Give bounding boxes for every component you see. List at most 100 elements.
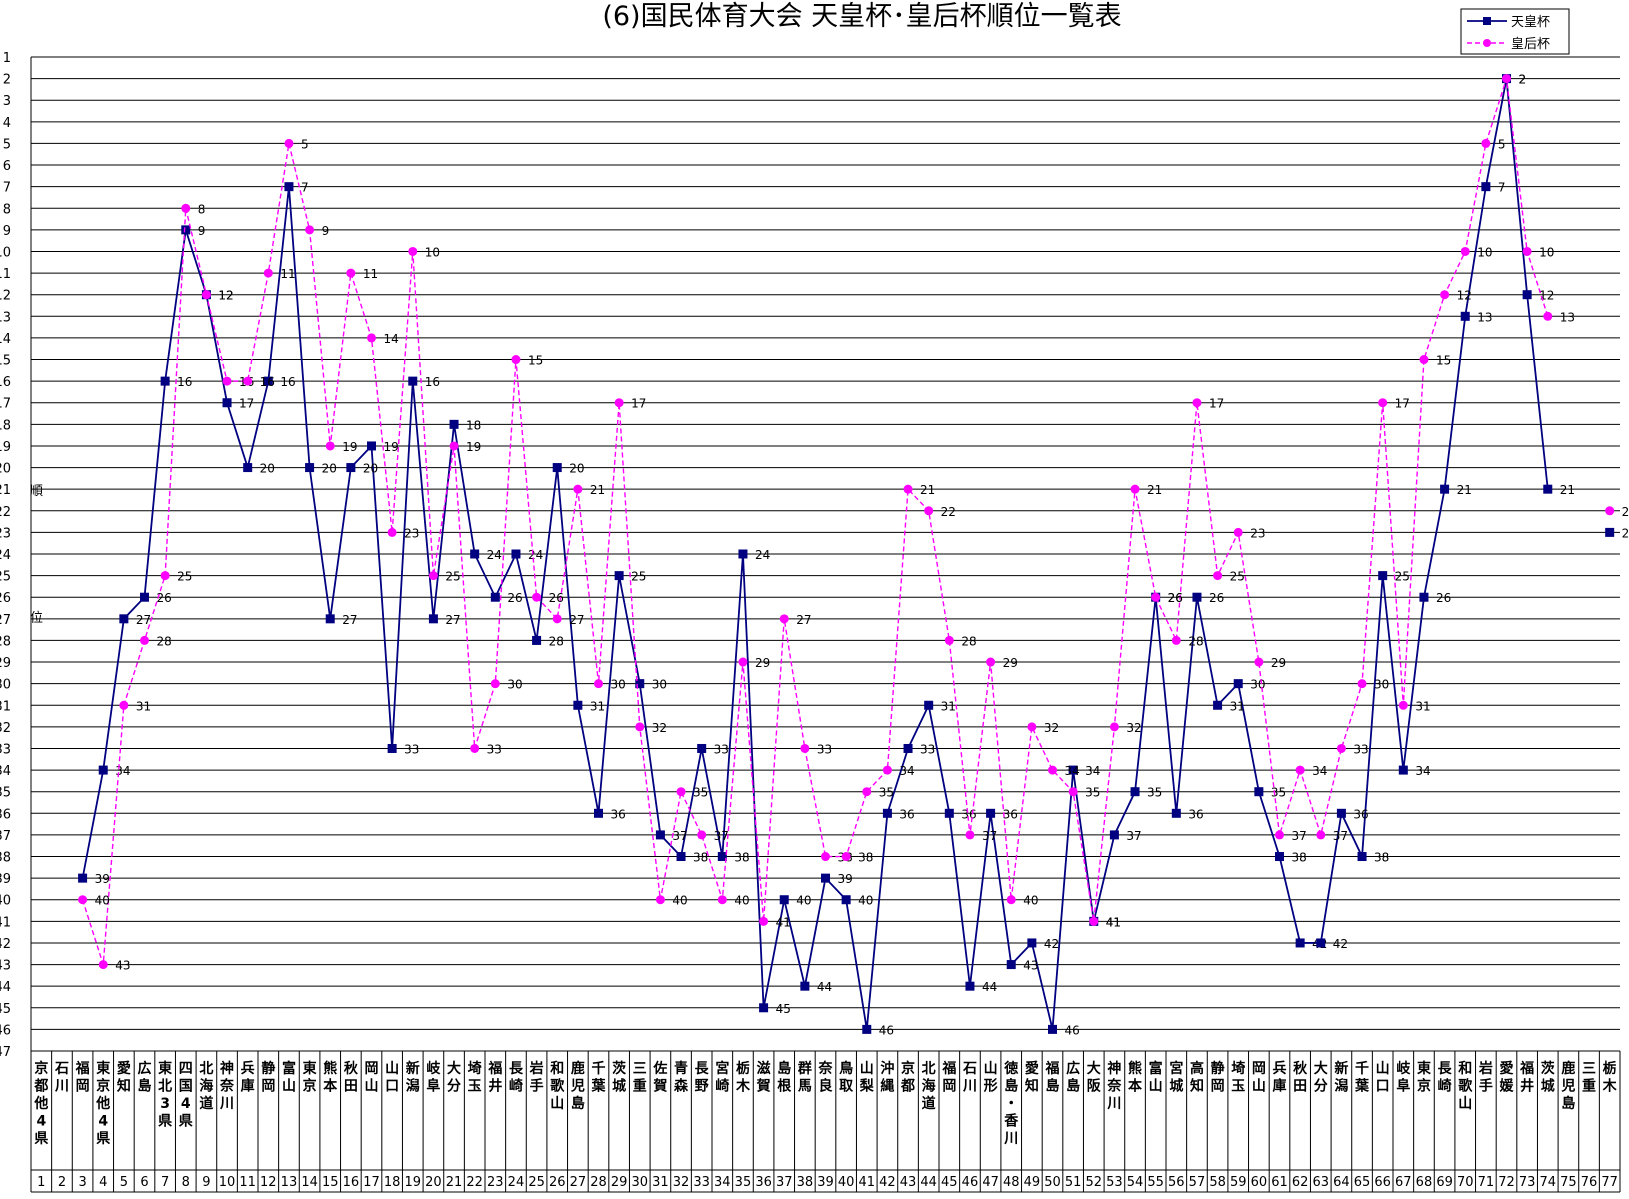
category-table: 京都他4県1石川2福岡3東京他4県4愛知5広島6東北3県7四国4県8北海道9神奈… — [30, 1050, 1621, 1193]
data-point — [1605, 506, 1615, 516]
category-number: 49 — [1024, 1175, 1041, 1190]
data-point — [924, 700, 934, 710]
y-tick-label: 37 — [0, 829, 11, 844]
category-label: 鹿 — [570, 1060, 585, 1077]
category-number: 2 — [58, 1175, 66, 1190]
y-tick-label: 46 — [0, 1023, 11, 1038]
data-label: 40 — [672, 894, 687, 908]
y-tick-label: 43 — [0, 959, 11, 974]
category-label: 滋 — [757, 1060, 771, 1077]
data-point — [1357, 679, 1367, 689]
data-label: 8 — [198, 202, 206, 216]
data-label: 15 — [528, 354, 543, 368]
data-label: 10 — [1539, 245, 1554, 259]
data-label: 40 — [796, 894, 811, 908]
data-point — [821, 852, 830, 862]
category-label: 東 — [158, 1060, 172, 1077]
category-number: 24 — [508, 1175, 525, 1190]
data-label: 7 — [1498, 181, 1506, 195]
data-label: 16 — [425, 375, 440, 389]
category-label: 森 — [674, 1078, 689, 1095]
category-label: 道 — [922, 1095, 936, 1112]
category-number: 60 — [1251, 1175, 1268, 1190]
data-point — [511, 549, 521, 559]
y-tick-label: 22 — [0, 505, 11, 520]
category-label: 本 — [323, 1078, 338, 1095]
data-point — [655, 895, 665, 905]
data-label: 33 — [1353, 742, 1368, 756]
data-label: 42 — [1044, 937, 1059, 951]
data-label: 23 — [1622, 526, 1629, 540]
data-point — [1419, 355, 1429, 365]
category-label: 縄 — [880, 1078, 894, 1095]
data-label: 32 — [1044, 721, 1059, 735]
category-label: 4 — [98, 1114, 108, 1130]
category-label: 県 — [96, 1131, 110, 1147]
category-label: 岩 — [529, 1060, 544, 1077]
category-number: 40 — [838, 1175, 855, 1190]
category-label: 広 — [138, 1060, 152, 1077]
y-tick-label: 17 — [0, 397, 11, 412]
chart-title: (6)国民体育大会 天皇杯･皇后杯順位一覧表 — [602, 1, 1121, 32]
category-number: 70 — [1457, 1175, 1474, 1190]
category-number: 25 — [528, 1175, 545, 1190]
data-label: 37 — [672, 829, 687, 843]
category-label: 岩 — [1478, 1060, 1493, 1077]
data-label: 23 — [404, 526, 419, 540]
data-point — [1213, 571, 1223, 581]
category-label: 石 — [54, 1061, 69, 1077]
data-label: 34 — [1085, 764, 1100, 778]
category-label: 岡 — [76, 1079, 90, 1095]
category-label: 玉 — [1231, 1079, 1245, 1095]
y-axis-ticks: 1234567891011121314151617181920212223242… — [0, 51, 11, 1060]
category-number: 21 — [446, 1175, 463, 1190]
category-number: 45 — [941, 1175, 958, 1190]
legend-label: 皇后杯 — [1511, 37, 1550, 52]
data-label: 36 — [1188, 807, 1203, 821]
data-point — [1357, 852, 1367, 862]
data-point — [1605, 527, 1615, 537]
category-label: 大 — [1087, 1060, 1101, 1077]
data-point — [800, 981, 810, 991]
y-tick-label: 4 — [3, 116, 11, 131]
data-point — [1316, 938, 1326, 948]
category-label: 県 — [179, 1114, 193, 1130]
category-label: 田 — [344, 1079, 358, 1095]
category-label: 賀 — [756, 1078, 771, 1095]
data-point — [635, 722, 645, 732]
data-point — [449, 441, 459, 451]
category-label: 都 — [900, 1079, 915, 1095]
category-label: 兵 — [1273, 1060, 1287, 1077]
category-label: 岡 — [365, 1061, 379, 1077]
category-label: 島 — [1561, 1095, 1575, 1112]
category-label: 媛 — [1499, 1078, 1515, 1095]
data-point — [1275, 830, 1284, 840]
data-label: 34 — [1065, 764, 1080, 778]
y-tick-label: 6 — [3, 159, 11, 174]
category-number: 50 — [1044, 1175, 1061, 1190]
data-label: 17 — [239, 397, 254, 411]
category-number: 32 — [673, 1175, 690, 1190]
data-point — [1254, 787, 1264, 797]
category-number: 16 — [343, 1175, 360, 1190]
data-point — [1481, 182, 1491, 192]
category-label: 高 — [1190, 1060, 1204, 1077]
data-label: 28 — [961, 634, 976, 648]
data-label: 36 — [611, 807, 626, 821]
category-number: 12 — [260, 1175, 277, 1190]
data-label: 39 — [838, 872, 853, 886]
category-number: 3 — [78, 1175, 86, 1190]
data-point — [779, 614, 789, 624]
data-label: 30 — [652, 678, 667, 692]
data-point — [160, 376, 170, 386]
y-tick-label: 31 — [0, 699, 11, 714]
data-label: 26 — [507, 591, 522, 605]
data-point — [1543, 311, 1553, 321]
data-point — [470, 743, 480, 753]
category-label: 静 — [261, 1060, 275, 1077]
category-number: 9 — [202, 1175, 210, 1190]
data-point — [1130, 484, 1140, 494]
category-label: 沖 — [880, 1060, 894, 1077]
data-label: 2 — [1519, 73, 1527, 87]
category-number: 41 — [858, 1175, 875, 1190]
